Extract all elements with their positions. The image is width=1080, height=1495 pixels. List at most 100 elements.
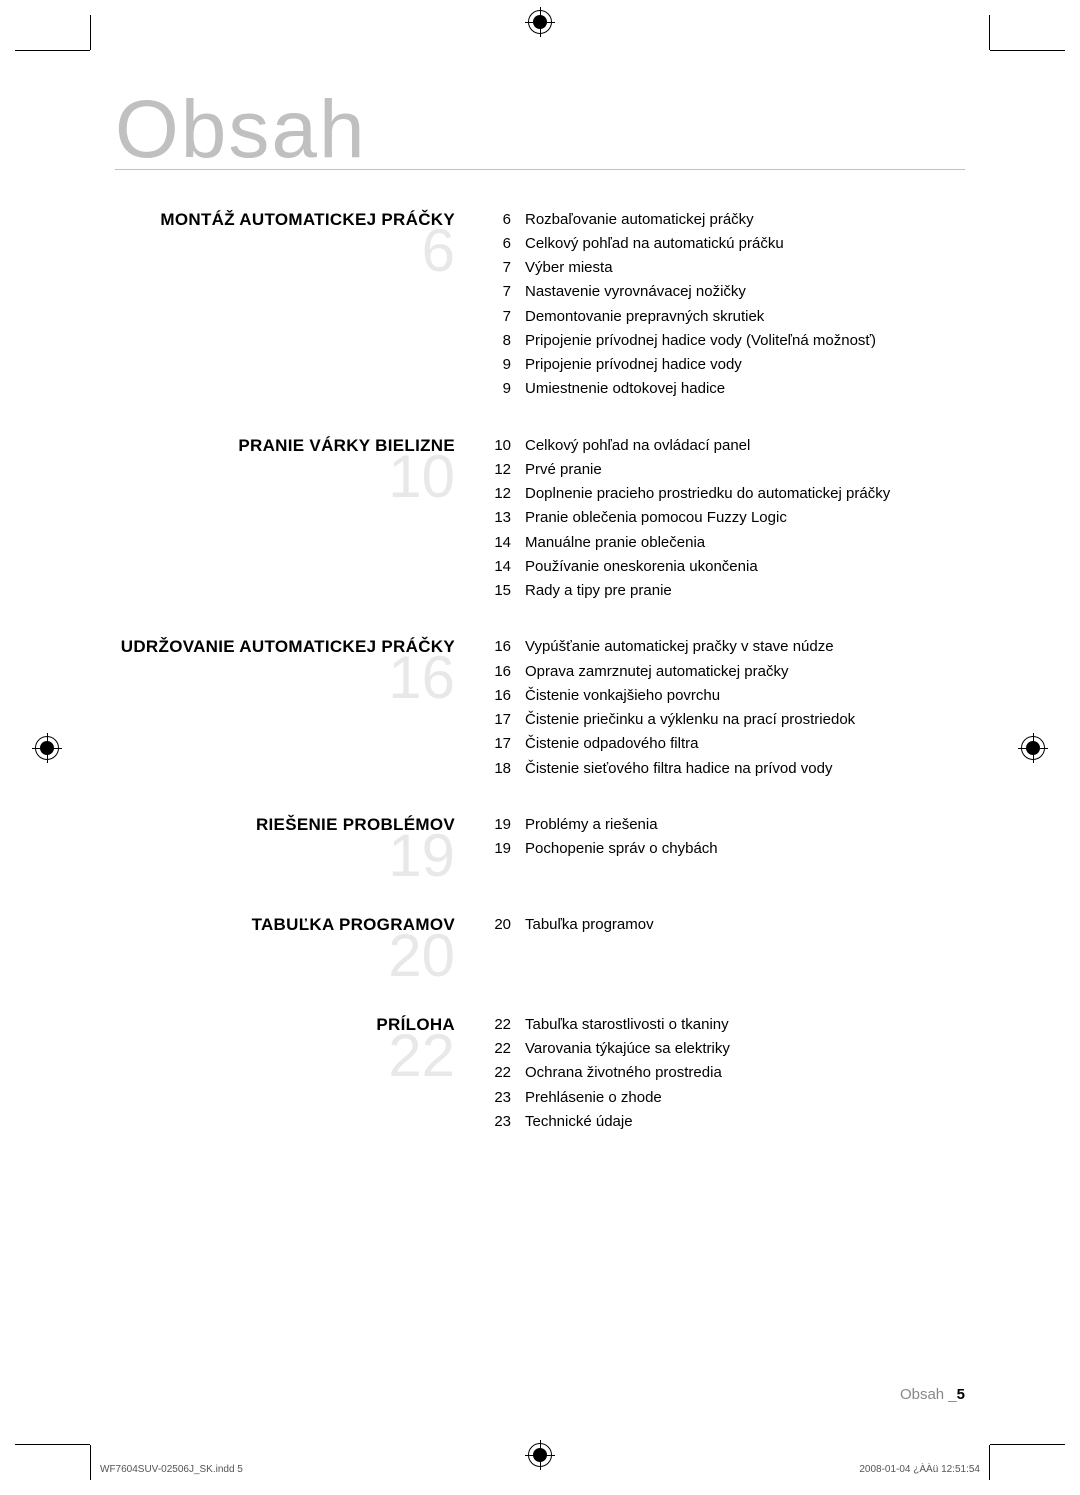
toc-item: 19Problémy a riešenia <box>485 815 965 835</box>
toc-item-text: Pochopenie správ o chybách <box>525 839 718 859</box>
toc-item-text: Čistenie priečinku a výklenku na prací p… <box>525 710 855 730</box>
page-footer: Obsah _5 <box>900 1386 965 1403</box>
toc-item: 22Ochrana životného prostredia <box>485 1063 965 1083</box>
toc-item-page: 16 <box>485 637 511 657</box>
toc-item-page: 22 <box>485 1039 511 1059</box>
crop-mark <box>989 15 990 50</box>
toc-item-text: Demontovanie prepravných skrutiek <box>525 307 764 327</box>
toc-item-text: Vypúšťanie automatickej pračky v stave n… <box>525 637 834 657</box>
toc-section: MONTÁŽ AUTOMATICKEJ PRÁČKY66Rozbaľovanie… <box>115 210 965 404</box>
print-footer-right: 2008-01-04 ¿ÀÀü 12:51:54 <box>859 1464 980 1475</box>
toc-item-page: 7 <box>485 282 511 302</box>
toc-item-page: 23 <box>485 1112 511 1132</box>
toc-item-page: 12 <box>485 460 511 480</box>
toc-item-page: 8 <box>485 331 511 351</box>
toc-section: PRANIE VÁRKY BIELIZNE10 10 Celkový pohľad … <box>115 436 965 606</box>
toc-item: 16Oprava zamrznutej automatickej pračky <box>485 662 965 682</box>
toc-item-text: Rady a tipy pre pranie <box>525 581 672 601</box>
toc-item-text: Nastavenie vyrovnávacej nožičky <box>525 282 746 302</box>
toc-item-text: Pripojenie prívodnej hadice vody <box>525 355 742 375</box>
toc-item-text: Doplnenie pracieho prostriedku do automa… <box>525 484 890 504</box>
toc-item: 10 Celkový pohľad na ovládací panel <box>485 436 965 456</box>
toc-item-text: Umiestnenie odtokovej hadice <box>525 379 725 399</box>
toc-item-page: 10 <box>485 436 511 456</box>
toc-item-page: 9 <box>485 379 511 399</box>
toc-item-page: 6 <box>485 210 511 230</box>
toc-item-page: 16 <box>485 686 511 706</box>
toc-item-page: 14 <box>485 557 511 577</box>
toc-item-page: 15 <box>485 581 511 601</box>
section-items: 10 Celkový pohľad na ovládací panel 12 Prvé… <box>485 436 965 606</box>
print-footer: WF7604SUV-02506J_SK.indd 5 2008-01-04 ¿À… <box>100 1464 980 1475</box>
toc-item-text: Tabuľka starostlivosti o tkaniny <box>525 1015 729 1035</box>
toc-item-text: Čistenie vonkajšieho povrchu <box>525 686 720 706</box>
table-of-contents: MONTÁŽ AUTOMATICKEJ PRÁČKY66Rozbaľovanie… <box>115 210 965 1137</box>
toc-item-text: Prehlásenie o zhode <box>525 1088 662 1108</box>
toc-item: 16 Čistenie vonkajšieho povrchu <box>485 686 965 706</box>
page-title: Obsah <box>115 95 965 170</box>
toc-item-page: 23 <box>485 1088 511 1108</box>
toc-item: 7 Demontovanie prepravných skrutiek <box>485 307 965 327</box>
toc-item: 9 Pripojenie prívodnej hadice vody <box>485 355 965 375</box>
toc-item-text: Pranie oblečenia pomocou Fuzzy Logic <box>525 508 787 528</box>
registration-mark-icon <box>35 736 59 760</box>
section-header: UDRŽOVANIE AUTOMATICKEJ PRÁČKY16 <box>115 637 455 783</box>
section-items: 16 Vypúšťanie automatickej pračky v stave… <box>485 637 965 783</box>
toc-item-page: 18 <box>485 759 511 779</box>
section-title: MONTÁŽ AUTOMATICKEJ PRÁČKY <box>115 210 455 230</box>
toc-item-text: Tabuľka programov <box>525 915 654 935</box>
toc-item-page: 12 <box>485 484 511 504</box>
toc-item: 6Celkový pohľad na automatickú práčku <box>485 234 965 254</box>
section-items: 20 Tabuľka programov <box>485 915 965 983</box>
toc-item-text: Čistenie odpadového filtra <box>525 734 698 754</box>
page-content: Obsah MONTÁŽ AUTOMATICKEJ PRÁČKY66Rozbaľ… <box>115 95 965 1415</box>
toc-item: 7 Nastavenie vyrovnávacej nožičky <box>485 282 965 302</box>
toc-item-page: 7 <box>485 307 511 327</box>
toc-item-page: 13 <box>485 508 511 528</box>
toc-item-page: 20 <box>485 915 511 935</box>
registration-mark-icon <box>528 10 552 34</box>
toc-item: 6Rozbaľovanie automatickej práčky <box>485 210 965 230</box>
footer-label: Obsah _ <box>900 1386 957 1403</box>
toc-section: PRÍLOHA2222Tabuľka starostlivosti o tkan… <box>115 1015 965 1136</box>
toc-item-text: Oprava zamrznutej automatickej pračky <box>525 662 788 682</box>
section-number: 6 <box>115 224 455 278</box>
toc-item-text: Problémy a riešenia <box>525 815 658 835</box>
toc-item-text: Pripojenie prívodnej hadice vody (Volite… <box>525 331 876 351</box>
toc-item: 18Čistenie sieťového filtra hadice na pr… <box>485 759 965 779</box>
section-header: PRANIE VÁRKY BIELIZNE10 <box>115 436 455 606</box>
toc-item-page: 14 <box>485 533 511 553</box>
section-header: RIEŠENIE PROBLÉMOV19 <box>115 815 455 883</box>
section-items: 22 Tabuľka starostlivosti o tkaniny 22 Varo… <box>485 1015 965 1136</box>
toc-item-page: 22 <box>485 1015 511 1035</box>
section-header: PRÍLOHA22 <box>115 1015 455 1136</box>
toc-item: 12 Doplnenie pracieho prostriedku do auto… <box>485 484 965 504</box>
crop-mark <box>90 1445 91 1480</box>
toc-item: 19 Pochopenie správ o chybách <box>485 839 965 859</box>
toc-item-page: 17 <box>485 710 511 730</box>
crop-mark <box>990 1444 1065 1445</box>
toc-item: 23 Prehlásenie o zhode <box>485 1088 965 1108</box>
toc-item-text: Celkový pohľad na ovládací panel <box>525 436 750 456</box>
toc-item-text: Varovania týkajúce sa elektriky <box>525 1039 730 1059</box>
toc-item-page: 19 <box>485 839 511 859</box>
toc-item-page: 9 <box>485 355 511 375</box>
section-header: MONTÁŽ AUTOMATICKEJ PRÁČKY6 <box>115 210 455 404</box>
toc-item: 7 Výber miesta <box>485 258 965 278</box>
registration-mark-icon <box>1021 736 1045 760</box>
crop-mark <box>15 1444 90 1445</box>
toc-item-text: Výber miesta <box>525 258 613 278</box>
section-header: TABUĽKA PROGRAMOV20 <box>115 915 455 983</box>
crop-mark <box>990 50 1065 51</box>
crop-mark <box>989 1445 990 1480</box>
toc-item-page: 7 <box>485 258 511 278</box>
toc-item-text: Technické údaje <box>525 1112 633 1132</box>
section-items: 19Problémy a riešenia 19 Pochopenie správ … <box>485 815 965 883</box>
toc-item: 8 Pripojenie prívodnej hadice vody (Volit… <box>485 331 965 351</box>
toc-item: 23 Technické údaje <box>485 1112 965 1132</box>
toc-item-text: Prvé pranie <box>525 460 602 480</box>
section-number: 20 <box>115 929 455 983</box>
toc-section: TABUĽKA PROGRAMOV2020Tabuľka programov <box>115 915 965 983</box>
toc-item: 17 Čistenie priečinku a výklenku na prací… <box>485 710 965 730</box>
section-number: 22 <box>115 1029 455 1083</box>
